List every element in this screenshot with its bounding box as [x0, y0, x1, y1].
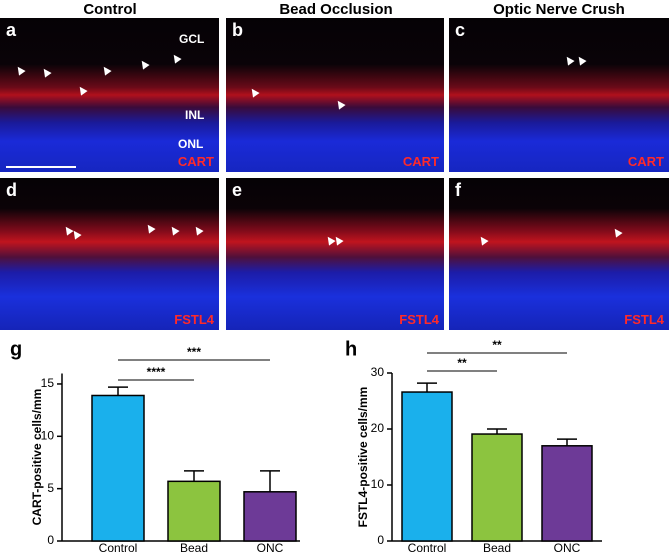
y-tick-label: 0 — [47, 533, 54, 547]
panel-letter: a — [6, 20, 17, 40]
x-tick-label: ONC — [257, 541, 284, 555]
micrograph: e FSTL4 — [226, 178, 444, 330]
arrowhead — [40, 66, 52, 78]
y-tick-label: 10 — [371, 477, 385, 491]
micrograph: d FSTL4 — [0, 178, 219, 330]
bar — [91, 394, 145, 542]
arrowhead — [144, 222, 156, 234]
significance-label: ** — [457, 356, 467, 370]
arrowhead — [575, 54, 587, 66]
marker-label: CART — [177, 154, 214, 169]
marker-label: CART — [402, 154, 439, 169]
arrowhead — [170, 52, 182, 64]
bar — [167, 480, 221, 542]
x-tick-label: Control — [408, 541, 447, 555]
arrowhead — [76, 84, 88, 96]
y-tick-label: 30 — [371, 365, 385, 379]
bar — [471, 433, 523, 542]
panel-letter: f — [455, 180, 461, 200]
panel-letter: e — [232, 180, 243, 200]
significance-label: **** — [147, 365, 166, 379]
panel-letter: g — [10, 338, 22, 360]
y-axis-label: FSTL4-positive cells/mm — [356, 387, 370, 528]
arrowhead — [192, 224, 204, 236]
x-tick-label: Bead — [483, 541, 511, 555]
scale-bar — [6, 166, 76, 168]
significance-label: *** — [187, 345, 201, 359]
layer-label: ONL — [178, 137, 204, 151]
arrowhead — [332, 234, 344, 246]
arrowhead — [100, 64, 112, 76]
y-tick-label: 5 — [47, 481, 54, 495]
arrowhead — [168, 224, 180, 236]
arrowhead — [477, 234, 489, 246]
micrograph: b CART — [226, 18, 444, 172]
column-header: Optic Nerve Crush — [493, 1, 625, 18]
arrowhead — [334, 98, 346, 110]
y-tick-label: 20 — [371, 421, 385, 435]
arrowhead — [248, 86, 260, 98]
arrowhead — [611, 226, 623, 238]
arrowhead — [563, 54, 575, 66]
significance-label: ** — [492, 338, 502, 352]
panel-letter: b — [232, 20, 243, 40]
y-tick-label: 15 — [41, 376, 55, 390]
marker-label: CART — [627, 154, 664, 169]
panel-letter: c — [455, 20, 466, 40]
column-header: Bead Occlusion — [279, 1, 393, 18]
marker-label: FSTL4 — [624, 312, 664, 327]
y-tick-label: 0 — [377, 533, 384, 547]
y-axis-label: CART-positive cells/mm — [30, 389, 44, 526]
bar — [243, 491, 297, 542]
layer-label: GCL — [179, 32, 205, 46]
arrowhead — [14, 64, 26, 76]
bar — [401, 391, 453, 542]
panel-letter: h — [345, 338, 357, 360]
x-tick-label: ONC — [554, 541, 581, 555]
micrograph: f FSTL4 — [449, 178, 669, 330]
marker-label: FSTL4 — [399, 312, 439, 327]
x-tick-label: Control — [99, 541, 138, 555]
marker-label: FSTL4 — [174, 312, 214, 327]
y-tick-label: 10 — [41, 428, 55, 442]
layer-label: INL — [185, 108, 205, 122]
panel-letter: d — [6, 180, 17, 200]
micrograph: c CART — [449, 18, 669, 172]
column-header: Control — [83, 1, 137, 18]
arrowhead — [138, 58, 150, 70]
x-tick-label: Bead — [180, 541, 208, 555]
bar — [541, 445, 593, 542]
micrograph: a GCL INL ONL CART — [0, 18, 219, 172]
